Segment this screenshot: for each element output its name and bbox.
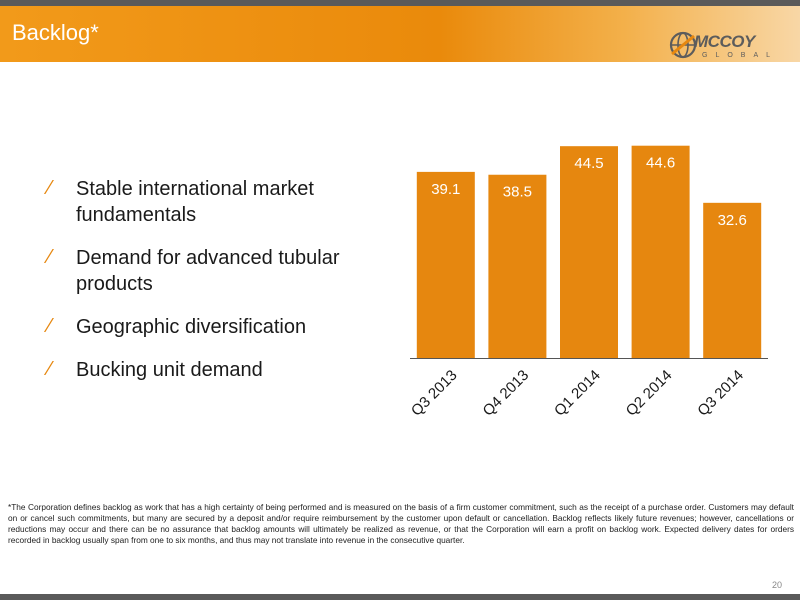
x-tick-label: Q2 2014: [623, 367, 676, 420]
bar-q3-2013: [416, 171, 475, 358]
bullet-text: Stable international market fundamentals: [76, 178, 314, 226]
bar-q2-2014: [631, 145, 690, 358]
bar-q1-2014: [560, 146, 618, 358]
bullet-slash-icon: ⁄: [48, 246, 52, 268]
company-logo: MCCOY GLOBAL: [668, 30, 786, 66]
data-label: 32.6: [718, 212, 747, 229]
bar-q4-2013: [488, 174, 547, 358]
bullet-item: ⁄ Stable international market fundamenta…: [48, 176, 378, 228]
x-tick-label: Q3 2013: [408, 367, 461, 420]
bullet-slash-icon: ⁄: [48, 315, 52, 337]
bullet-text: Geographic diversification: [76, 316, 307, 338]
globe-icon: [669, 31, 697, 59]
x-tick-label: Q3 2014: [694, 367, 747, 420]
bullet-slash-icon: ⁄: [48, 358, 52, 380]
slide-title: Backlog*: [12, 20, 99, 45]
x-tick-label: Q1 2014: [551, 367, 604, 420]
bullet-text: Demand for advanced tubular products: [76, 247, 340, 295]
top-rule: [0, 0, 800, 6]
logo-wordmark: MCCOY: [694, 32, 755, 51]
bullet-item: ⁄ Geographic diversification: [48, 314, 378, 340]
bullet-item: ⁄ Bucking unit demand: [48, 357, 378, 383]
bullet-list: ⁄ Stable international market fundamenta…: [48, 176, 378, 400]
bar-q3-2014: [703, 202, 762, 358]
bullet-item: ⁄ Demand for advanced tubular products: [48, 245, 378, 297]
data-label: 44.5: [574, 155, 603, 172]
logo-subtitle: GLOBAL: [702, 52, 779, 59]
footnote: *The Corporation defines backlog as work…: [8, 502, 794, 545]
backlog-bar-chart: 39.1 Q3 2013 38.5 Q4 2013 44.5 Q1 2014 44.6 Q2 …: [408, 145, 768, 420]
title-bar: Backlog*: [0, 6, 800, 62]
bottom-rule: [0, 594, 800, 600]
data-label: 38.5: [503, 184, 532, 201]
data-label: 44.6: [646, 155, 675, 172]
data-label: 39.1: [431, 181, 460, 198]
page-number: 20: [771, 580, 782, 590]
bullet-slash-icon: ⁄: [48, 177, 52, 199]
bullet-text: Bucking unit demand: [76, 359, 263, 381]
x-tick-label: Q4 2013: [480, 367, 533, 420]
